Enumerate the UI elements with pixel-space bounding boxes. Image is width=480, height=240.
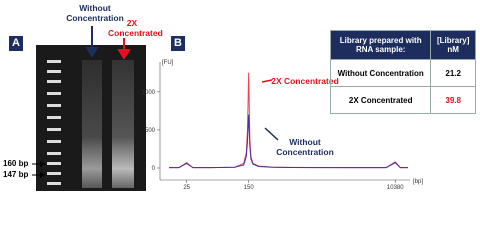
x-axis-label: [bp] bbox=[413, 179, 423, 185]
table-cell: Without Concentration bbox=[329, 59, 432, 87]
arrows bbox=[117, 38, 273, 83]
lane-label: 2X Concentrated bbox=[108, 18, 163, 38]
table-cell: 21.2 bbox=[430, 59, 476, 87]
panel-label: B bbox=[171, 36, 185, 51]
annotation: 2X Concentrated bbox=[271, 76, 339, 86]
arrows bbox=[32, 26, 279, 178]
x-tick-label: 150 bbox=[244, 185, 255, 191]
y-tick-label: 0 bbox=[152, 166, 156, 172]
y-tick-label: 500 bbox=[145, 128, 156, 134]
x-tick-label: 25 bbox=[183, 185, 190, 191]
table-header: [Library] nM bbox=[430, 30, 476, 60]
annotation: Without Concentration bbox=[276, 137, 334, 157]
size-marker: 147 bp bbox=[3, 170, 29, 179]
lane bbox=[82, 60, 102, 188]
lane-label: Without Concentration bbox=[66, 3, 124, 23]
lane bbox=[112, 60, 134, 188]
table-header: Library prepared with RNA sample: bbox=[329, 30, 432, 60]
table-cell: 2X Concentrated bbox=[329, 86, 432, 114]
panel-label: A bbox=[9, 36, 23, 51]
y-tick-label: 1000 bbox=[142, 90, 156, 96]
y-axis-label: [FU] bbox=[162, 60, 174, 66]
x-tick-label: 10380 bbox=[387, 185, 404, 191]
results-table: Library prepared with RNA sample: [Librar… bbox=[329, 30, 476, 114]
ladder bbox=[47, 60, 61, 185]
figure: [FU] [bp] 0 500 1000 25 150 10380 A B Without… bbox=[3, 3, 476, 191]
table-cell: 39.8 bbox=[430, 86, 476, 114]
series-line bbox=[169, 114, 408, 169]
size-marker: 160 bp bbox=[3, 159, 29, 168]
graphics: [FU] [bp] 0 500 1000 25 150 10380 bbox=[32, 26, 423, 191]
